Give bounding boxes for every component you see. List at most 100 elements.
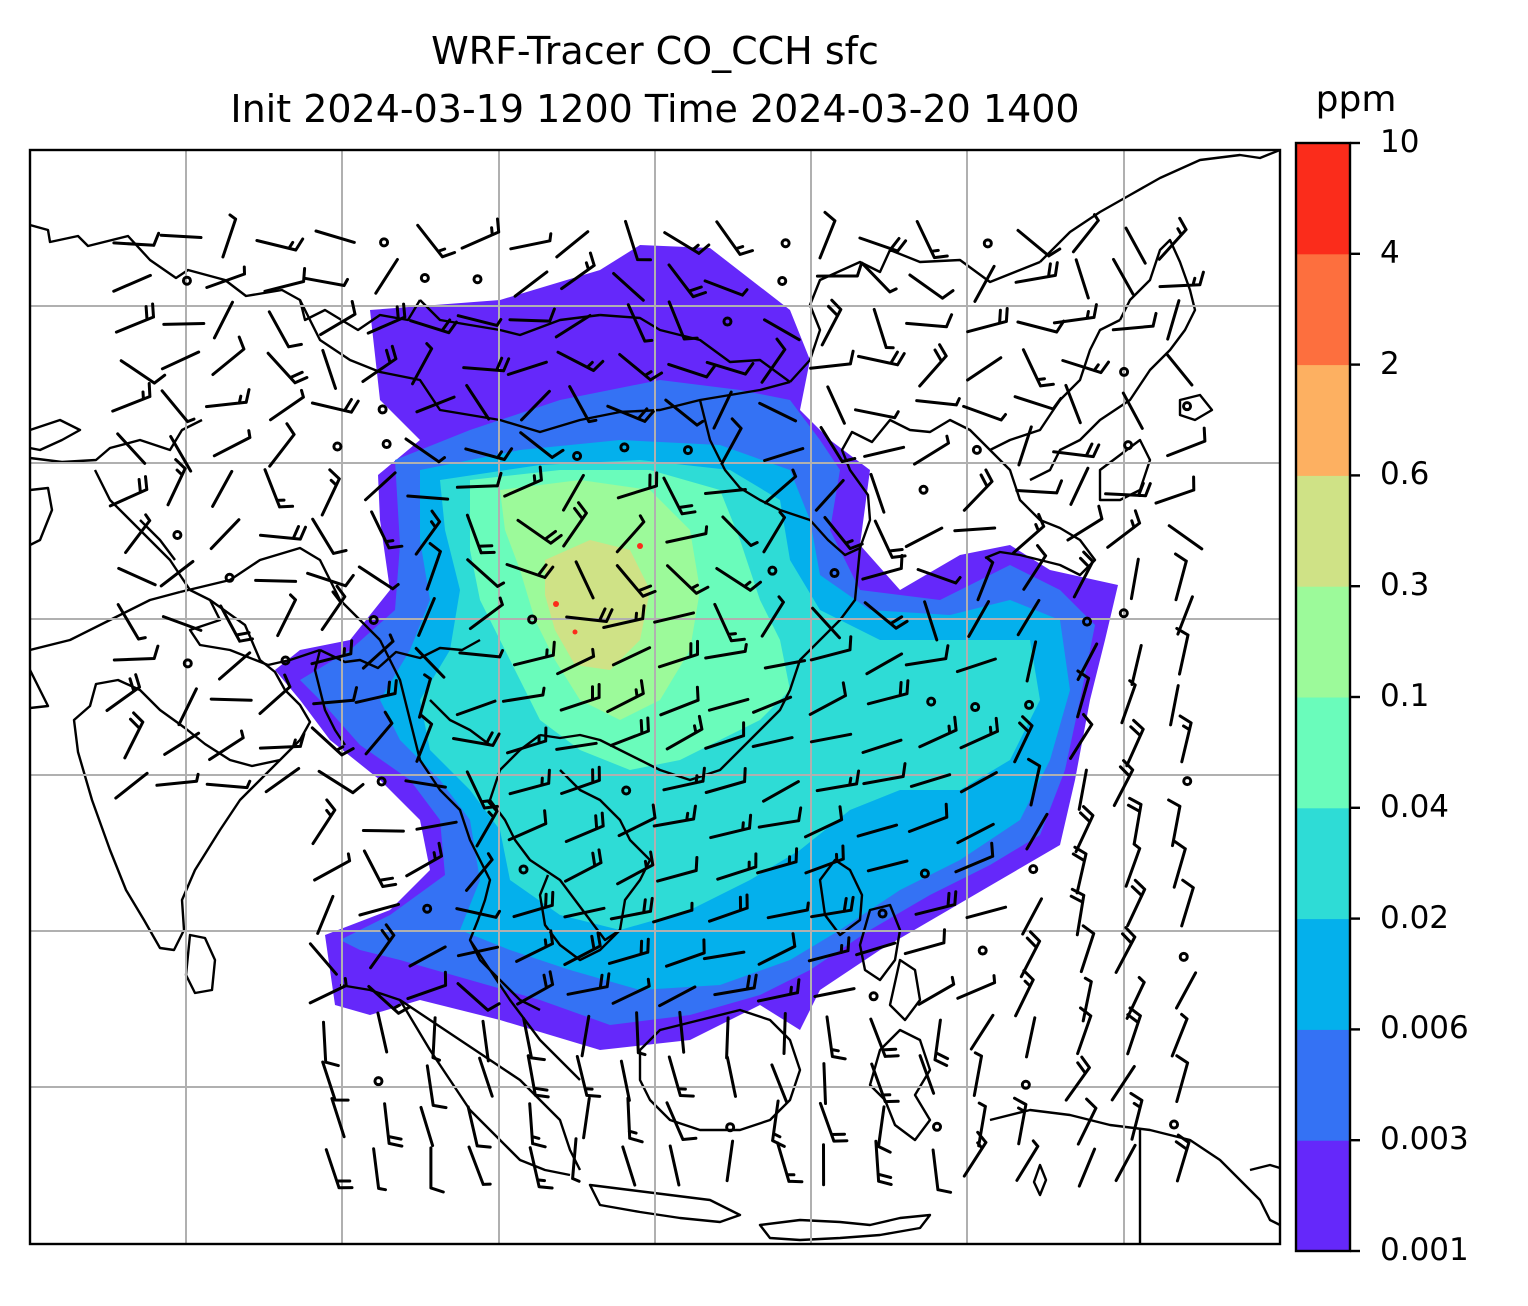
wind-barb — [458, 649, 504, 659]
wind-barb — [863, 445, 906, 458]
wind-barb — [956, 974, 997, 1000]
wind-barb — [969, 1013, 995, 1051]
calm-wind-marker — [172, 530, 183, 541]
wind-barb — [563, 931, 602, 966]
wind-barb — [1106, 509, 1142, 549]
wind-barb — [973, 264, 996, 303]
wind-barb — [507, 809, 548, 842]
wind-barb — [652, 901, 694, 924]
wind-barb — [1178, 714, 1193, 764]
wind-barb — [903, 928, 946, 956]
wind-barb — [976, 556, 995, 602]
wind-barb — [159, 560, 195, 588]
wind-barb — [918, 1054, 936, 1095]
wind-barb — [205, 265, 246, 289]
calm-wind-marker — [767, 565, 778, 576]
colorbar-tick-label: 0.02 — [1380, 899, 1450, 936]
wind-barb — [366, 302, 407, 335]
colorbar-unit-label: ppm — [1315, 79, 1397, 120]
wind-barb — [713, 602, 746, 643]
wind-barb — [1077, 768, 1088, 811]
colorbar-tick-label: 2 — [1380, 345, 1400, 382]
wind-barb — [556, 647, 596, 676]
calm-wind-marker — [932, 1121, 943, 1132]
wind-barb — [751, 736, 794, 748]
wind-barb — [405, 841, 443, 878]
wind-barb — [923, 600, 939, 642]
calm-wind-marker — [1178, 951, 1189, 962]
colorbar-segments — [1296, 143, 1350, 1252]
wind-barb — [465, 384, 491, 421]
wind-barb — [652, 804, 697, 828]
wind-barb — [116, 603, 147, 641]
wind-barb — [564, 848, 603, 883]
wind-barb — [416, 223, 457, 259]
wind-barb — [862, 762, 907, 786]
wind-barb — [904, 526, 944, 548]
wind-barb — [478, 1056, 494, 1098]
wind-barb — [414, 646, 446, 679]
calm-wind-marker — [368, 614, 379, 625]
wind-barb — [415, 714, 434, 763]
wind-barb — [506, 360, 548, 376]
wind-barb — [308, 977, 348, 1005]
wind-barb — [475, 800, 499, 848]
calm-wind-marker — [280, 655, 291, 666]
calm-wind-marker — [1182, 776, 1193, 787]
wind-barb — [1126, 1006, 1142, 1056]
wind-barb — [465, 513, 496, 555]
calm-wind-marker — [971, 444, 982, 455]
wind-barb — [808, 681, 847, 716]
wind-barb — [108, 475, 149, 508]
wind-barb — [611, 977, 651, 1005]
wind-barb — [1104, 481, 1152, 498]
wind-barb — [526, 1054, 550, 1099]
calm-wind-marker — [332, 441, 343, 452]
wind-barb — [357, 565, 400, 591]
wind-barb — [915, 397, 961, 407]
wind-barb — [966, 307, 1009, 334]
wind-barb — [664, 398, 705, 427]
wind-barb — [322, 1020, 340, 1068]
wind-barb — [809, 732, 853, 744]
calm-wind-marker — [1028, 864, 1039, 875]
wind-barb — [918, 715, 958, 749]
wind-barb — [1064, 383, 1082, 425]
calm-wind-marker — [682, 445, 693, 456]
wind-barb — [965, 905, 1008, 920]
wind-barb — [258, 673, 292, 715]
wind-barb — [658, 985, 697, 1008]
wind-barb — [615, 564, 657, 598]
wind-barb — [1129, 1091, 1144, 1141]
wind-barb — [1074, 805, 1095, 854]
colorbar-segment — [1296, 697, 1350, 809]
wind-barb — [205, 779, 252, 790]
wind-barb — [414, 509, 442, 556]
wind-barb — [556, 350, 605, 372]
wind-barb — [364, 710, 394, 756]
wind-barb — [409, 318, 458, 335]
colorbar-tick-label: 0.003 — [1380, 1121, 1469, 1158]
wind-barb — [316, 894, 335, 935]
wind-barb — [758, 401, 798, 423]
wind-barb — [372, 1147, 387, 1192]
wind-barb — [956, 822, 995, 845]
wind-barb — [715, 567, 762, 592]
wind-barb — [1112, 257, 1135, 296]
colorbar-segment — [1296, 1029, 1350, 1141]
wind-barb — [362, 849, 398, 888]
wind-barb — [1077, 1147, 1097, 1188]
wind-barb — [1079, 924, 1096, 974]
calm-wind-marker — [419, 272, 430, 283]
wind-barb — [776, 1141, 804, 1184]
wind-barb — [810, 895, 855, 919]
wind-barb — [112, 273, 152, 293]
calm-wind-marker — [829, 568, 840, 579]
wind-barb — [656, 856, 699, 883]
wind-barb — [310, 398, 360, 414]
calm-wind-marker — [780, 238, 791, 249]
wind-barb — [1066, 504, 1104, 542]
wind-barb — [105, 673, 141, 712]
wind-barb — [1170, 1012, 1189, 1058]
wind-barb — [725, 1016, 730, 1060]
